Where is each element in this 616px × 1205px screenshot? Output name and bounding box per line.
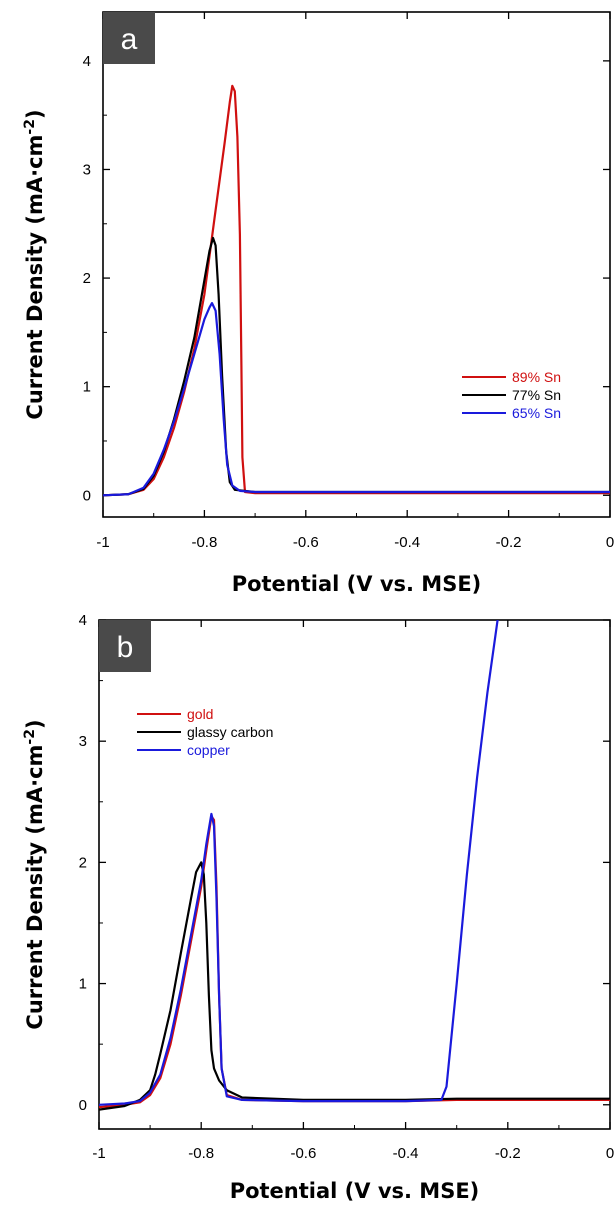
x-tick-label: -0.2 bbox=[496, 534, 522, 551]
y-tick-label: 3 bbox=[79, 733, 87, 750]
x-tick-label: -0.6 bbox=[290, 1145, 316, 1162]
panel-badge bbox=[99, 620, 151, 672]
series-line-copper bbox=[99, 620, 499, 1106]
series-line-glassy-carbon bbox=[99, 861, 610, 1111]
legend: gold glassy carbon copper bbox=[137, 706, 273, 758]
panel-badge bbox=[103, 12, 155, 64]
x-tick-label: -0.6 bbox=[293, 534, 319, 551]
x-tick-label: -1 bbox=[92, 1145, 105, 1162]
series-line-65-sn bbox=[103, 302, 610, 497]
y-tick-label: 3 bbox=[83, 161, 91, 178]
y-tick-label: 4 bbox=[83, 53, 91, 70]
x-axis-title: Potential (V vs. MSE) bbox=[232, 572, 482, 596]
y-axis-title-main: Current Density (mA·cm bbox=[23, 135, 47, 420]
x-tick-label: -0.4 bbox=[393, 1145, 419, 1162]
plot-frame bbox=[98, 619, 611, 1130]
panel-label: a bbox=[121, 23, 138, 56]
series-line-77-sn bbox=[103, 236, 610, 497]
legend-label: 65% Sn bbox=[512, 405, 561, 421]
y-axis-title-main: Current Density (mA·cm bbox=[23, 745, 47, 1030]
x-tick-label: -0.8 bbox=[191, 534, 217, 551]
x-tick-label: 0 bbox=[606, 1145, 614, 1162]
series-line-89-sn bbox=[103, 84, 610, 497]
chart-panel-b: -1 -0.8 -0.6 -0.4 -0.2 0 0 1 2 3 4 gold glassy carbo… bbox=[22, 612, 614, 1203]
y-tick-label: 2 bbox=[83, 270, 91, 287]
y-tick-label: 4 bbox=[79, 612, 87, 629]
y-tick-label: 0 bbox=[79, 1097, 87, 1114]
legend-label: copper bbox=[187, 742, 230, 758]
x-tick-label: -1 bbox=[96, 534, 109, 551]
y-axis-title-exponent: -2 bbox=[22, 729, 38, 745]
legend-label: gold bbox=[187, 706, 213, 722]
x-tick-label: -0.8 bbox=[188, 1145, 214, 1162]
x-tick-label: 0 bbox=[606, 534, 614, 551]
x-axis-title: Potential (V vs. MSE) bbox=[230, 1179, 480, 1203]
y-axis-title-exponent: -2 bbox=[22, 119, 38, 135]
x-tick-label: -0.2 bbox=[495, 1145, 521, 1162]
y-tick-label: 0 bbox=[83, 487, 91, 504]
y-tick-label: 2 bbox=[79, 854, 87, 871]
legend-label: 77% Sn bbox=[512, 387, 561, 403]
chart-panel-a: -1 -0.8 -0.6 -0.4 -0.2 0 0 1 2 3 4 89% Sn 77% Sn 65% … bbox=[22, 11, 614, 596]
y-axis-title-close: ) bbox=[23, 109, 47, 119]
plot-frame bbox=[102, 11, 611, 518]
legend-label: 89% Sn bbox=[512, 369, 561, 385]
y-axis-title-close: ) bbox=[23, 719, 47, 729]
plot-area bbox=[103, 84, 610, 497]
plot-area bbox=[99, 620, 610, 1111]
legend-label: glassy carbon bbox=[187, 724, 273, 740]
x-tick-label: -0.4 bbox=[394, 534, 420, 551]
y-tick-label: 1 bbox=[79, 976, 87, 993]
y-axis-title: Current Density (mA·cm-2) bbox=[22, 719, 47, 1029]
y-tick-label: 1 bbox=[83, 379, 91, 396]
panel-label: b bbox=[117, 631, 134, 664]
y-axis-title: Current Density (mA·cm-2) bbox=[22, 109, 47, 419]
legend: 89% Sn 77% Sn 65% Sn bbox=[462, 369, 561, 421]
series-line-gold bbox=[99, 815, 610, 1109]
